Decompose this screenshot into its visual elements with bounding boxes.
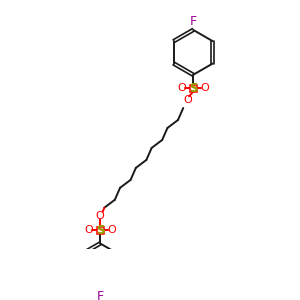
Text: O: O — [183, 95, 192, 105]
FancyBboxPatch shape — [190, 85, 197, 92]
Text: O: O — [177, 83, 186, 93]
Text: S: S — [189, 82, 197, 94]
Text: S: S — [96, 224, 104, 237]
FancyBboxPatch shape — [97, 226, 104, 234]
Text: S: S — [96, 224, 104, 237]
Text: S: S — [189, 82, 197, 94]
Text: F: F — [97, 290, 104, 300]
Text: O: O — [84, 225, 93, 235]
Text: F: F — [190, 15, 197, 28]
Text: O: O — [200, 83, 209, 93]
Text: O: O — [96, 211, 104, 221]
Text: O: O — [107, 225, 116, 235]
